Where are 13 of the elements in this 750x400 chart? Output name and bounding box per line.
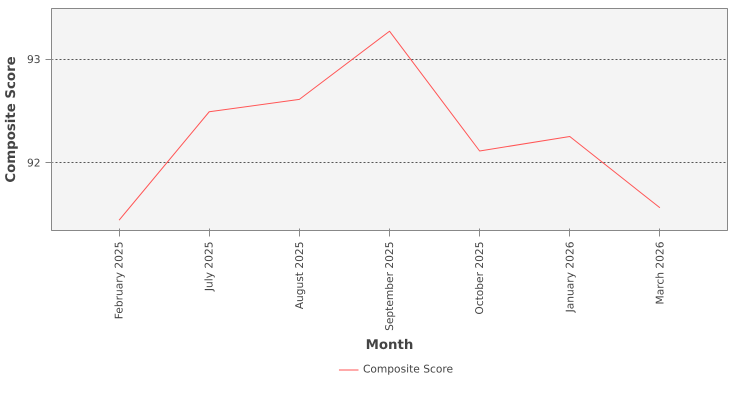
x-tick-label: March 2026 (653, 241, 666, 304)
y-tick-label: 92 (26, 156, 41, 170)
x-tick-label: January 2026 (563, 241, 576, 314)
y-axis-title: Composite Score (4, 56, 19, 183)
x-tick-label: July 2025 (202, 242, 216, 292)
x-tick-label: February 2025 (112, 241, 126, 320)
legend-label: Composite Score (362, 362, 454, 376)
x-tick-label: September 2025 (383, 241, 396, 331)
x-tick-label: August 2025 (292, 241, 306, 310)
y-tick-label: 93 (26, 53, 41, 66)
line-series (118, 30, 660, 221)
x-tick-label: October 2025 (473, 241, 486, 315)
x-axis-title: Month (366, 338, 414, 353)
